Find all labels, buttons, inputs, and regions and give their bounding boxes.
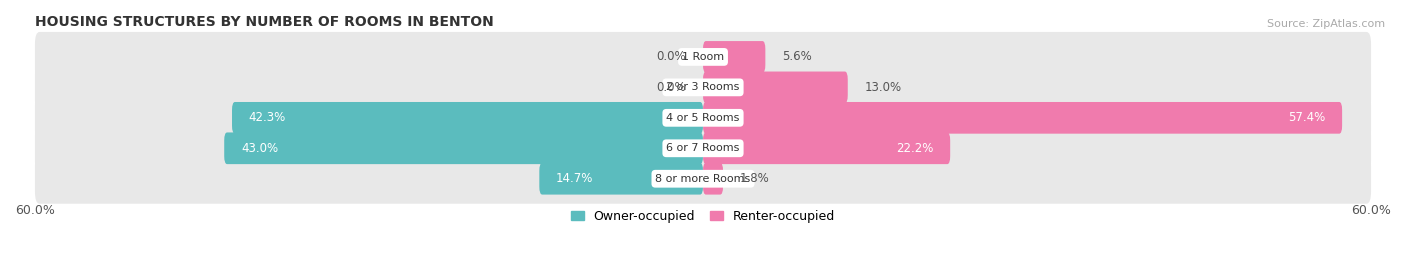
Text: Source: ZipAtlas.com: Source: ZipAtlas.com [1267,19,1385,29]
Text: 0.0%: 0.0% [657,50,686,63]
FancyBboxPatch shape [703,163,723,194]
Text: 1.8%: 1.8% [740,172,769,185]
FancyBboxPatch shape [703,41,765,73]
Text: 13.0%: 13.0% [865,81,901,94]
FancyBboxPatch shape [703,132,950,164]
Text: 22.2%: 22.2% [896,142,934,155]
FancyBboxPatch shape [35,154,1371,204]
Text: 0.0%: 0.0% [657,81,686,94]
Text: 1 Room: 1 Room [682,52,724,62]
Text: 5.6%: 5.6% [782,50,811,63]
FancyBboxPatch shape [35,32,1371,82]
Legend: Owner-occupied, Renter-occupied: Owner-occupied, Renter-occupied [567,205,839,228]
FancyBboxPatch shape [35,123,1371,173]
FancyBboxPatch shape [703,102,1343,134]
FancyBboxPatch shape [232,102,703,134]
FancyBboxPatch shape [224,132,703,164]
FancyBboxPatch shape [540,163,703,194]
Text: 57.4%: 57.4% [1288,111,1326,124]
Text: HOUSING STRUCTURES BY NUMBER OF ROOMS IN BENTON: HOUSING STRUCTURES BY NUMBER OF ROOMS IN… [35,15,494,29]
Text: 14.7%: 14.7% [555,172,593,185]
Text: 4 or 5 Rooms: 4 or 5 Rooms [666,113,740,123]
Text: 6 or 7 Rooms: 6 or 7 Rooms [666,143,740,153]
FancyBboxPatch shape [35,62,1371,112]
FancyBboxPatch shape [703,72,848,103]
Text: 42.3%: 42.3% [249,111,285,124]
Text: 8 or more Rooms: 8 or more Rooms [655,174,751,184]
Text: 43.0%: 43.0% [240,142,278,155]
FancyBboxPatch shape [35,93,1371,143]
Text: 2 or 3 Rooms: 2 or 3 Rooms [666,82,740,92]
